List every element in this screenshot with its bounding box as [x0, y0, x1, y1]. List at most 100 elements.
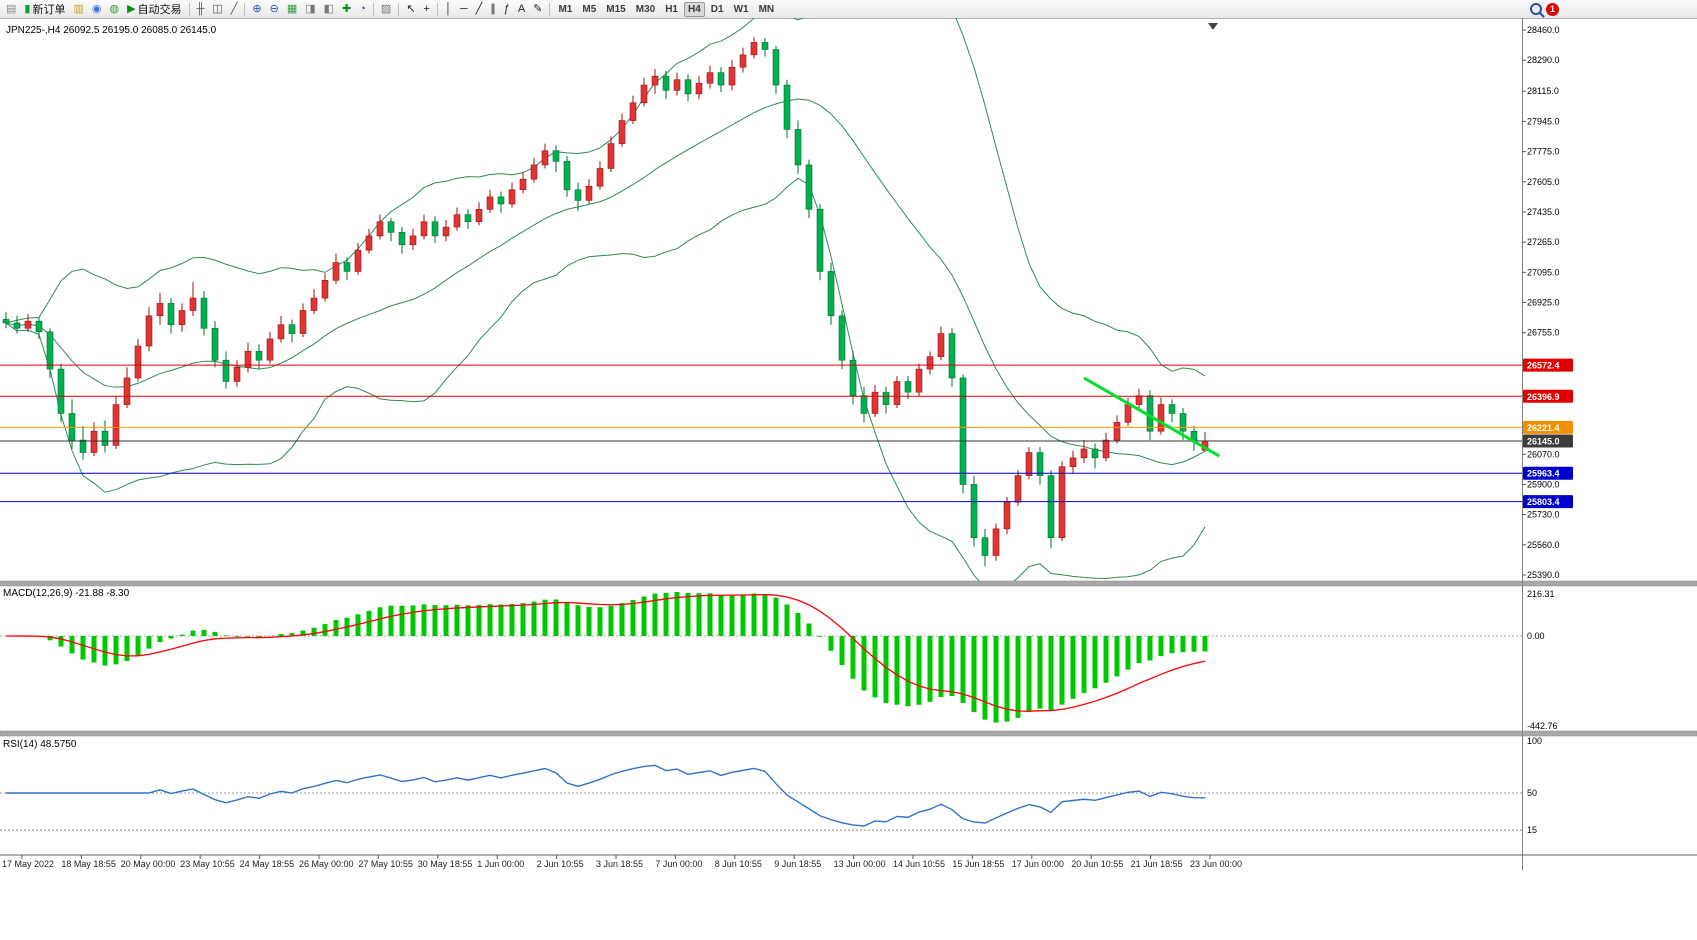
cursor-button[interactable]: ↖ — [403, 0, 418, 18]
timeframe-d1[interactable]: D1 — [710, 3, 724, 15]
chart-shift-marker[interactable] — [1208, 23, 1218, 30]
horizontal-levels-layer — [0, 364, 1522, 503]
macd-axis: 216.31 0.00 -442.76 — [1527, 589, 1558, 731]
fibonacci-button[interactable]: ƒ — [501, 0, 513, 18]
candle-chart-button[interactable]: ◫ — [209, 0, 225, 18]
add-indicator-button[interactable]: ✚ — [339, 0, 354, 18]
auto-trading-button[interactable]: ▶ 自动交易 — [124, 0, 184, 18]
account-icon: ◉ — [91, 2, 102, 15]
svg-text:26396.9: 26396.9 — [1527, 392, 1560, 402]
vertical-line-icon: │ — [444, 2, 452, 15]
channel-button[interactable]: ∥ — [487, 0, 499, 18]
svg-text:25900.0: 25900.0 — [1527, 479, 1560, 489]
timeframe-m30[interactable]: M30 — [635, 3, 656, 15]
templates-button[interactable]: ▨ — [378, 0, 394, 18]
macd-panel — [0, 592, 1522, 723]
timeframe-h4[interactable]: H4 — [683, 1, 705, 17]
chart-shift-button[interactable]: ◧ — [321, 0, 337, 18]
panel-splitter[interactable] — [0, 580, 1697, 587]
text-button[interactable]: A — [515, 0, 528, 18]
timeframe-w1[interactable]: W1 — [733, 3, 749, 15]
rsi-indicator-header: RSI(14) 48.5750 — [3, 739, 77, 750]
timeframe-h1[interactable]: H1 — [665, 3, 678, 15]
accounts-button[interactable]: ◉ — [89, 0, 105, 18]
refresh-button[interactable]: ◍ — [106, 0, 122, 18]
template-icon: ▨ — [380, 2, 392, 15]
notification-badge[interactable]: 1 — [1546, 2, 1559, 16]
timeframe-m5[interactable]: M5 — [582, 3, 597, 15]
svg-text:25560.0: 25560.0 — [1527, 540, 1560, 550]
svg-text:28460.0: 28460.0 — [1527, 25, 1560, 35]
zoom-in-icon: ⊕ — [252, 2, 262, 15]
refresh-icon: ◍ — [109, 2, 120, 15]
svg-text:25730.0: 25730.0 — [1527, 510, 1560, 520]
svg-text:18 May 18:55: 18 May 18:55 — [61, 859, 116, 869]
timeframe-m1[interactable]: M1 — [558, 3, 573, 15]
profiles-icon: ▤ — [6, 2, 17, 15]
horizontal-line-button[interactable]: ─ — [457, 0, 471, 18]
toolbar: ▤ ▮ 新订单 ▥ ◉ ◍ ▶ 自动交易 ╫ ◫ ╱ ⊕ ⊖ ▦ ◨ ◧ ✚ ◔ ▨ ↖ + │ ─ ╱ ∥ ƒ A ✎ M1 M5 M15… — [0, 0, 1697, 19]
svg-text:27265.0: 27265.0 — [1527, 237, 1560, 247]
main-chart-layer — [2, 18, 1209, 581]
indicator-plus-icon: ✚ — [342, 2, 352, 15]
svg-text:26221.4: 26221.4 — [1527, 423, 1560, 433]
svg-text:28115.0: 28115.0 — [1527, 86, 1559, 96]
svg-text:27435.0: 27435.0 — [1527, 207, 1560, 217]
svg-text:3 Jun 18:55: 3 Jun 18:55 — [596, 859, 643, 869]
horizontal-line-icon: ─ — [459, 2, 468, 15]
level-price-label — [1523, 466, 1573, 480]
toolbar-separator — [244, 2, 246, 16]
text-icon: A — [517, 2, 526, 15]
timeframe-m15[interactable]: M15 — [606, 3, 626, 15]
svg-text:14 Jun 10:55: 14 Jun 10:55 — [893, 859, 945, 869]
level-price-label — [1523, 434, 1573, 448]
bar-chart-button[interactable]: ╫ — [194, 0, 208, 18]
timeframe-mn[interactable]: MN — [758, 3, 775, 15]
svg-text:24 May 18:55: 24 May 18:55 — [240, 859, 295, 869]
svg-text:25803.4: 25803.4 — [1527, 497, 1560, 507]
crosshair-icon: + — [423, 2, 430, 15]
toolbar-separator — [436, 2, 438, 16]
level-price-label — [1523, 495, 1573, 509]
svg-text:20 Jun 10:55: 20 Jun 10:55 — [1071, 859, 1123, 869]
channel-icon: ∥ — [490, 2, 496, 15]
zoom-out-icon: ⊖ — [269, 2, 279, 15]
panel-splitter[interactable] — [0, 730, 1697, 737]
arrow-tools-icon: ✎ — [533, 2, 543, 15]
profiles-button[interactable]: ▤ — [3, 0, 19, 18]
svg-text:20 May 00:00: 20 May 00:00 — [121, 859, 176, 869]
level-price-label — [1523, 358, 1573, 372]
svg-text:100: 100 — [1527, 736, 1542, 746]
fibonacci-icon: ƒ — [503, 2, 510, 15]
zoom-out-button[interactable]: ⊖ — [267, 0, 282, 18]
line-chart-icon: ╱ — [230, 2, 238, 15]
svg-text:27095.0: 27095.0 — [1527, 267, 1560, 277]
rsi-axis: 100 50 15 — [1527, 736, 1542, 835]
arrange-icon: ◨ — [305, 2, 316, 15]
svg-text:8 Jun 10:55: 8 Jun 10:55 — [715, 859, 762, 869]
tile-windows-button[interactable]: ▦ — [284, 0, 300, 18]
trendline[interactable] — [1083, 376, 1221, 458]
svg-text:30 May 18:55: 30 May 18:55 — [418, 859, 473, 869]
line-chart-button[interactable]: ╱ — [228, 0, 241, 18]
svg-text:9 Jun 18:55: 9 Jun 18:55 — [774, 859, 821, 869]
vertical-line-button[interactable]: │ — [442, 0, 455, 18]
chart-canvas[interactable]: 28460.0 28290.0 28115.0 27945.0 27775.0 27605… — [0, 18, 1697, 940]
svg-text:-442.76: -442.76 — [1527, 721, 1558, 731]
svg-text:27945.0: 27945.0 — [1527, 116, 1560, 126]
macd-signal-line — [5, 593, 1206, 712]
trendline-icon: ╱ — [475, 2, 483, 15]
zoom-in-button[interactable]: ⊕ — [249, 0, 264, 18]
svg-text:25390.0: 25390.0 — [1527, 570, 1560, 580]
crosshair-button[interactable]: + — [421, 0, 433, 18]
svg-text:23 May 10:55: 23 May 10:55 — [180, 859, 235, 869]
search-icon[interactable] — [1530, 3, 1542, 15]
trendline-button[interactable]: ╱ — [473, 0, 486, 18]
depth-of-market-button[interactable]: ▥ — [70, 0, 86, 18]
play-icon: ▶ — [127, 2, 136, 15]
auto-arrange-button[interactable]: ◨ — [302, 0, 318, 18]
arrows-button[interactable]: ✎ — [530, 0, 545, 18]
svg-text:26070.0: 26070.0 — [1527, 449, 1560, 459]
period-button[interactable]: ◔ — [356, 0, 369, 18]
new-order-button[interactable]: ▮ 新订单 — [21, 0, 68, 18]
